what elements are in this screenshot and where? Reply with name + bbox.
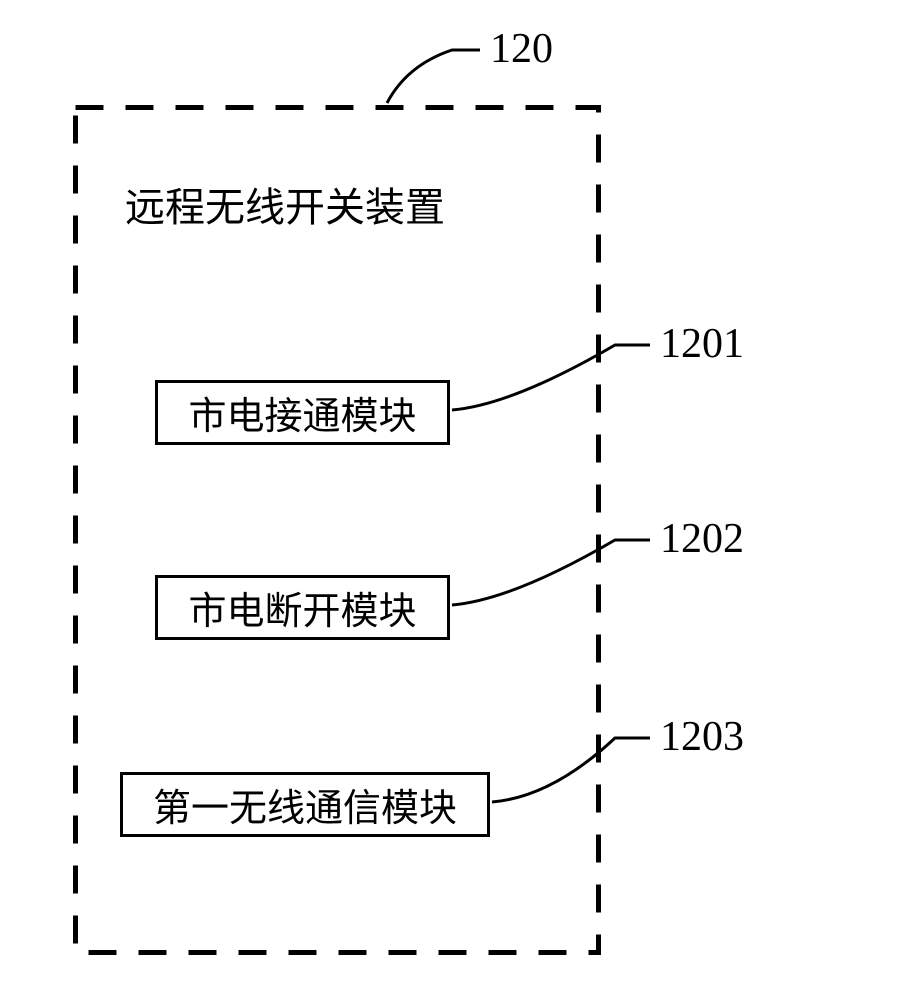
module-callout-line-1203 bbox=[0, 0, 909, 1000]
module-id-label-1203: 1203 bbox=[660, 713, 744, 761]
